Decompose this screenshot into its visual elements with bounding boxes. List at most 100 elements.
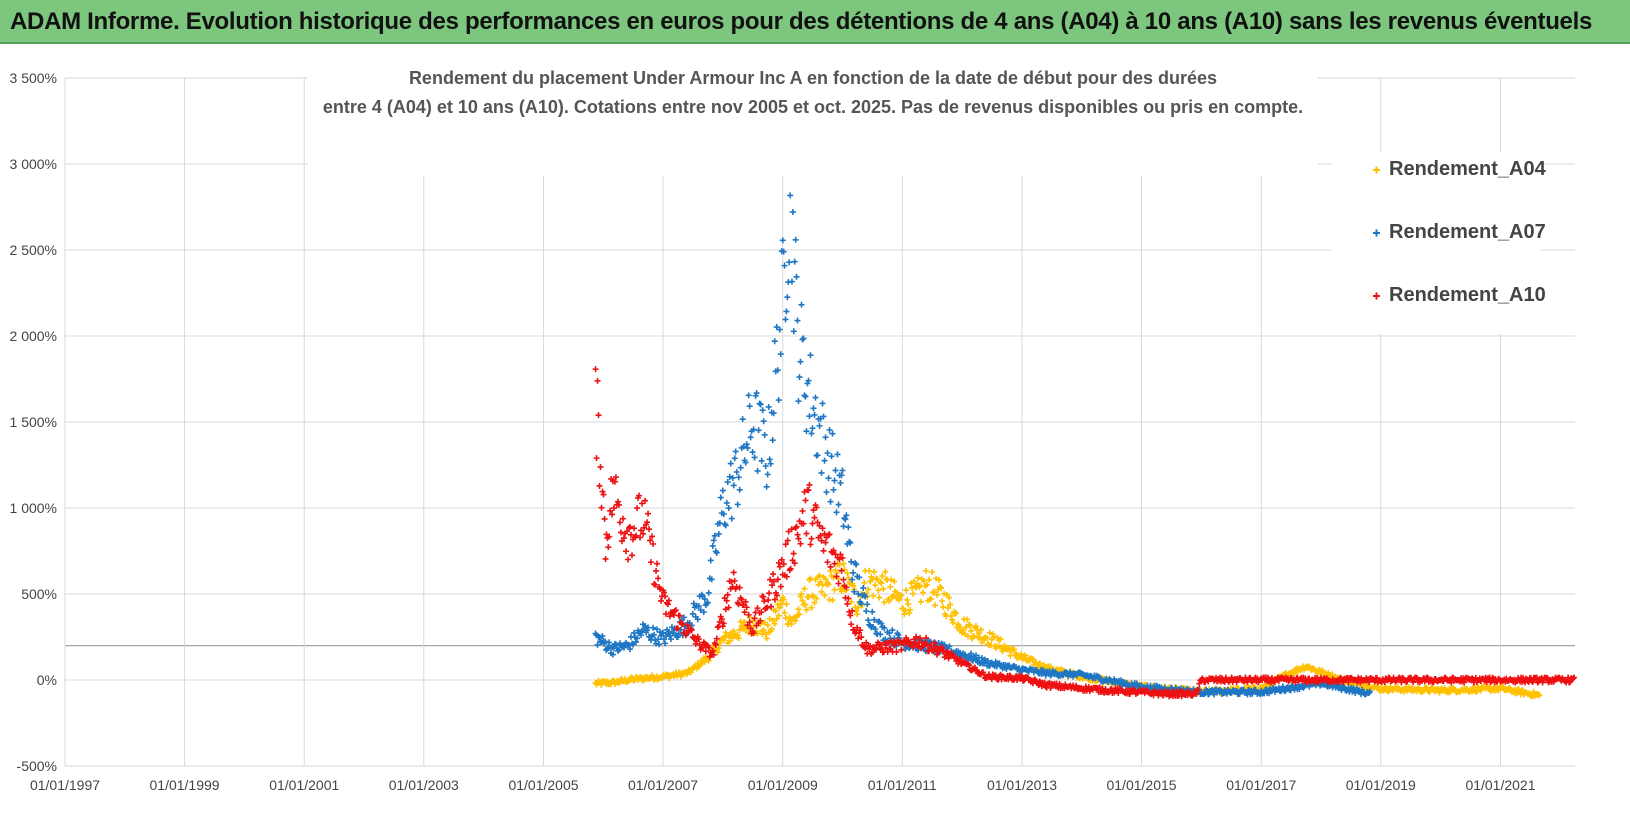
- data-point: [770, 578, 777, 585]
- data-point: [862, 593, 869, 600]
- data-point: [854, 624, 861, 631]
- data-point: [674, 625, 681, 632]
- data-point: [715, 645, 722, 652]
- data-point: [923, 567, 930, 574]
- data-point: [715, 530, 722, 537]
- data-point: [827, 498, 834, 505]
- data-point: [787, 565, 794, 572]
- data-point: [765, 403, 772, 410]
- data-point: [895, 631, 902, 638]
- data-point: [936, 576, 943, 583]
- data-point: [606, 639, 613, 646]
- data-point: [938, 644, 945, 651]
- data-point: [680, 614, 687, 621]
- data-point: [956, 622, 963, 629]
- data-point: [880, 585, 887, 592]
- data-point: [688, 627, 695, 634]
- data-point: [679, 621, 686, 628]
- data-point: [782, 316, 789, 323]
- data-point: [838, 567, 845, 574]
- data-point: [757, 401, 764, 408]
- data-point: [1535, 691, 1542, 698]
- data-point: [648, 559, 655, 566]
- data-point: [858, 634, 865, 641]
- data-point: [810, 405, 817, 412]
- data-point: [675, 630, 682, 637]
- data-point: [726, 637, 733, 644]
- data-point: [832, 467, 839, 474]
- data-point: [705, 589, 712, 596]
- data-point: [654, 560, 661, 567]
- data-point: [651, 631, 658, 638]
- data-point: [752, 392, 759, 399]
- data-point: [791, 560, 798, 567]
- data-point: [1536, 692, 1543, 699]
- data-point: [750, 630, 757, 637]
- data-point: [845, 595, 852, 602]
- data-point: [718, 616, 725, 623]
- data-point: [1325, 669, 1332, 676]
- data-point: [1014, 677, 1021, 684]
- data-point: [847, 539, 854, 546]
- data-point: [800, 520, 807, 527]
- data-point: [768, 626, 775, 633]
- data-point: [877, 631, 884, 638]
- x-tick-label: 01/01/2009: [748, 777, 818, 793]
- data-point: [767, 576, 774, 583]
- data-point: [671, 608, 678, 615]
- data-point: [788, 278, 795, 285]
- data-point: [1571, 674, 1578, 681]
- data-point: [1047, 672, 1054, 679]
- data-point: [812, 394, 819, 401]
- data-point: [695, 603, 702, 610]
- data-point: [940, 603, 947, 610]
- data-point: [881, 599, 888, 606]
- data-point: [803, 428, 810, 435]
- data-point: [615, 646, 622, 653]
- data-point: [891, 578, 898, 585]
- data-point: [853, 561, 860, 568]
- x-tick-label: 01/01/2013: [987, 777, 1057, 793]
- data-point: [805, 377, 812, 384]
- data-point: [863, 608, 870, 615]
- data-point: [710, 651, 717, 658]
- data-point: [838, 588, 845, 595]
- data-point: [825, 475, 832, 482]
- data-point: [898, 592, 905, 599]
- data-point: [612, 474, 619, 481]
- data-point: [775, 559, 782, 566]
- data-point: [602, 555, 609, 562]
- data-point: [597, 464, 604, 471]
- legend-marker-icon: [1373, 229, 1380, 237]
- data-point: [621, 675, 628, 682]
- data-point: [826, 426, 833, 433]
- data-point: [720, 511, 727, 518]
- data-point: [725, 604, 732, 611]
- data-point: [658, 597, 665, 604]
- data-point: [809, 425, 816, 432]
- data-point: [720, 637, 727, 644]
- data-point: [811, 411, 818, 418]
- data-point: [849, 608, 856, 615]
- data-point: [889, 593, 896, 600]
- data-point: [973, 667, 980, 674]
- data-point: [666, 613, 673, 620]
- data-point: [807, 575, 814, 582]
- data-point: [814, 452, 821, 459]
- data-point: [617, 529, 624, 536]
- y-tick-label: 2 000%: [10, 328, 57, 344]
- data-point: [926, 638, 933, 645]
- data-point: [803, 606, 810, 613]
- y-tick-label: 3 000%: [10, 156, 57, 172]
- data-point: [778, 556, 785, 563]
- data-point: [929, 568, 936, 575]
- data-point: [854, 611, 861, 618]
- data-point: [777, 351, 784, 358]
- data-point: [761, 619, 768, 626]
- data-point: [820, 413, 827, 420]
- data-point: [848, 558, 855, 565]
- data-point: [593, 455, 600, 462]
- x-tick-label: 01/01/2011: [868, 777, 937, 793]
- data-point: [788, 621, 795, 628]
- data-point: [820, 547, 827, 554]
